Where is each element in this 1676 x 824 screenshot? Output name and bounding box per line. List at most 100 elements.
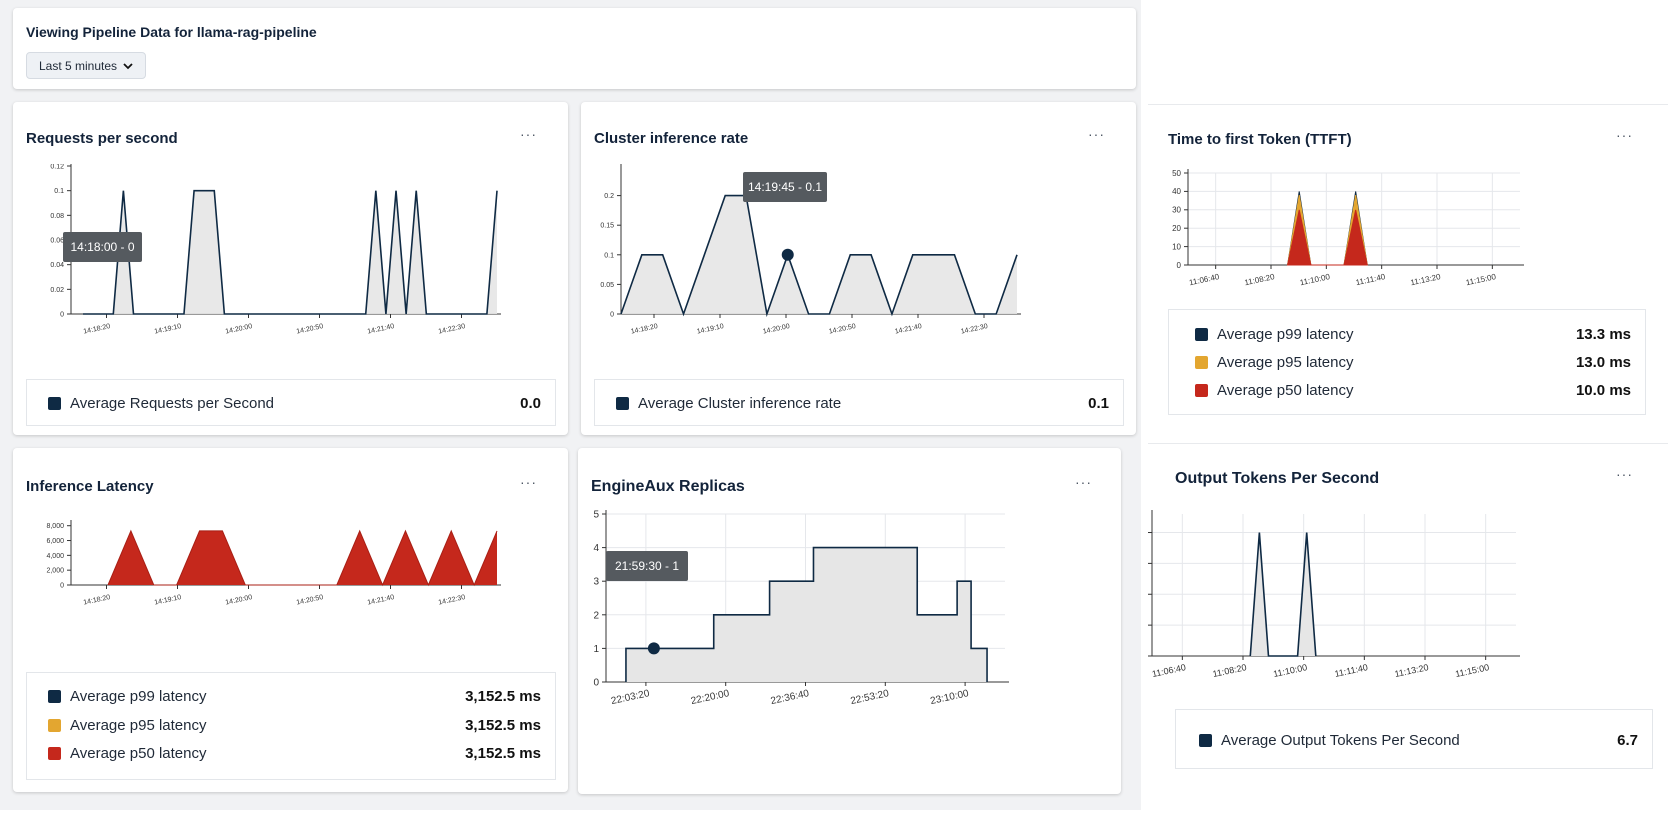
legend-row: Average Cluster inference rate 0.1 [595, 390, 1123, 416]
otps-card: Output Tokens Per Second ··· 0510152011:… [1148, 446, 1668, 816]
cluster-legend: Average Cluster inference rate 0.1 [594, 379, 1124, 426]
y-tick-label: 0 [60, 311, 64, 318]
rps-area [83, 190, 497, 314]
x-tick-label: 11:15:00 [1465, 272, 1497, 287]
x-tick-label: 14:21:40 [367, 594, 395, 607]
rps-menu-button[interactable]: ··· [520, 126, 537, 142]
x-tick-label: 11:08:20 [1212, 662, 1248, 679]
legend-label: Average Cluster inference rate [638, 394, 842, 412]
replicas-title: EngineAux Replicas [591, 478, 745, 495]
x-tick-label: 14:22:30 [438, 323, 466, 336]
ttft-card: Time to first Token (TTFT) ··· 0 10 20 30 40… [1148, 104, 1668, 444]
x-tick-label: 22:36:40 [770, 688, 811, 707]
y-tick-label: 1 [593, 644, 599, 655]
latency-card: Inference Latency ··· 0 2,000 4,000 6,000 8,… [13, 448, 568, 792]
x-tick-label: 22:53:20 [850, 688, 891, 707]
replicas-hover-point [647, 642, 660, 655]
otps-line [1249, 532, 1317, 657]
y-tick-label: 0 [593, 678, 599, 689]
legend-label: Average Output Tokens Per Second [1221, 731, 1460, 749]
legend-value: 6.7 [1617, 731, 1638, 749]
legend-row: Average p95 latency 13.0 ms [1169, 349, 1645, 375]
y-tick-label: 0.08 [50, 213, 64, 220]
rps-legend: Average Requests per Second 0.0 [26, 379, 556, 426]
x-tick-label: 14:19:10 [154, 594, 182, 607]
replicas-area [625, 547, 988, 682]
y-tick-label: 30 [1172, 206, 1181, 215]
y-tick-label: 0.15 [600, 223, 614, 230]
legend-row: Average p95 latency 3,152.5 ms [27, 712, 555, 738]
y-tick-label: 0 [1177, 261, 1182, 270]
otps-menu-button[interactable]: ··· [1616, 466, 1633, 482]
rps-title: Requests per second [26, 130, 178, 147]
x-tick-label: 14:21:40 [894, 323, 922, 336]
x-tick-label: 22:03:20 [610, 688, 651, 707]
latency-title: Inference Latency [26, 478, 154, 495]
replicas-chart: 0 1 2 3 4 5 22:03:20 22:20:00 22:36:40 22:53:20 23… [593, 510, 1009, 707]
x-tick-label: 11:11:40 [1334, 662, 1369, 679]
x-tick-label: 22:20:00 [690, 688, 731, 707]
rps-tooltip-text: 14:18:00 - 0 [70, 240, 134, 254]
legend-label: Average p99 latency [1217, 325, 1354, 343]
legend-swatch [1195, 327, 1208, 341]
ttft-title: Time to first Token (TTFT) [1168, 131, 1352, 148]
x-tick-label: 14:18:20 [83, 323, 111, 336]
y-tick-label: 4,000 [46, 553, 64, 560]
legend-label: Average p50 latency [70, 744, 207, 762]
x-tick-label: 11:06:40 [1151, 662, 1187, 679]
y-tick-label: 0.2 [604, 193, 614, 200]
legend-swatch [1199, 733, 1212, 747]
otps-title: Output Tokens Per Second [1175, 470, 1380, 487]
y-tick-label: 20 [1172, 224, 1181, 233]
x-tick-label: 14:20:00 [225, 323, 253, 336]
legend-value: 3,152.5 ms [465, 687, 541, 705]
replicas-menu-button[interactable]: ··· [1075, 474, 1092, 490]
legend-swatch [48, 396, 61, 410]
x-tick-label: 14:18:20 [630, 323, 658, 336]
x-tick-label: 14:20:00 [762, 323, 790, 336]
latency-menu-button[interactable]: ··· [520, 474, 537, 490]
latency-legend: Average p99 latency 3,152.5 ms Average p… [26, 672, 556, 780]
y-tick-label: 0.06 [50, 237, 64, 244]
legend-label: Average p95 latency [1217, 353, 1354, 371]
x-tick-label: 14:20:00 [225, 594, 253, 607]
y-tick-label: 0.05 [600, 282, 614, 289]
rps-card: Requests per second ··· 0 0.02 0.04 0.06 0.0… [13, 102, 568, 435]
legend-label: Average p50 latency [1217, 381, 1354, 399]
cluster-hover-point [781, 248, 794, 261]
y-tick-label: 0.02 [50, 287, 64, 294]
y-tick-label: 3 [593, 577, 599, 588]
y-tick-label: 5 [593, 510, 599, 521]
y-tick-label: 50 [1172, 169, 1181, 178]
time-range-label: Last 5 minutes [39, 58, 118, 73]
legend-row: Average p50 latency 3,152.5 ms [27, 740, 555, 766]
time-range-dropdown[interactable]: Last 5 minutes [26, 52, 147, 79]
ttft-menu-button[interactable]: ··· [1616, 127, 1633, 143]
y-tick-label: 10 [1172, 242, 1181, 251]
legend-swatch [1195, 383, 1208, 397]
x-tick-label: 14:19:10 [154, 323, 182, 336]
y-tick-label: 0 [60, 582, 64, 589]
legend-value: 10.0 ms [1575, 381, 1631, 399]
x-tick-label: 23:10:00 [929, 688, 970, 707]
cluster-menu-button[interactable]: ··· [1088, 126, 1105, 142]
legend-swatch [48, 689, 61, 703]
y-tick-label: 0.1 [604, 252, 614, 259]
x-tick-label: 14:20:50 [828, 323, 856, 336]
replicas-tooltip-box [606, 551, 688, 581]
legend-row: Average p99 latency 13.3 ms [1169, 321, 1645, 347]
ttft-legend: Average p99 latency 13.3 ms Average p95 … [1168, 309, 1646, 415]
x-tick-label: 14:20:50 [296, 594, 324, 607]
y-tick-label: 0.12 [50, 164, 64, 170]
legend-row: Average Output Tokens Per Second 6.7 [1176, 727, 1652, 753]
y-tick-label: 0.04 [50, 262, 64, 269]
cluster-tooltip-text: 14:19:45 - 0.1 [748, 180, 822, 194]
latency-area-p50 [108, 530, 497, 585]
y-tick-label: 8,000 [46, 523, 64, 530]
cluster-line [620, 194, 1018, 318]
ttft-area-p50 [1286, 209, 1368, 266]
x-tick-label: 11:13:20 [1394, 662, 1430, 679]
x-tick-label: 11:15:00 [1454, 662, 1490, 679]
x-tick-label: 11:13:20 [1410, 272, 1442, 287]
legend-row: Average p50 latency 10.0 ms [1169, 377, 1645, 403]
